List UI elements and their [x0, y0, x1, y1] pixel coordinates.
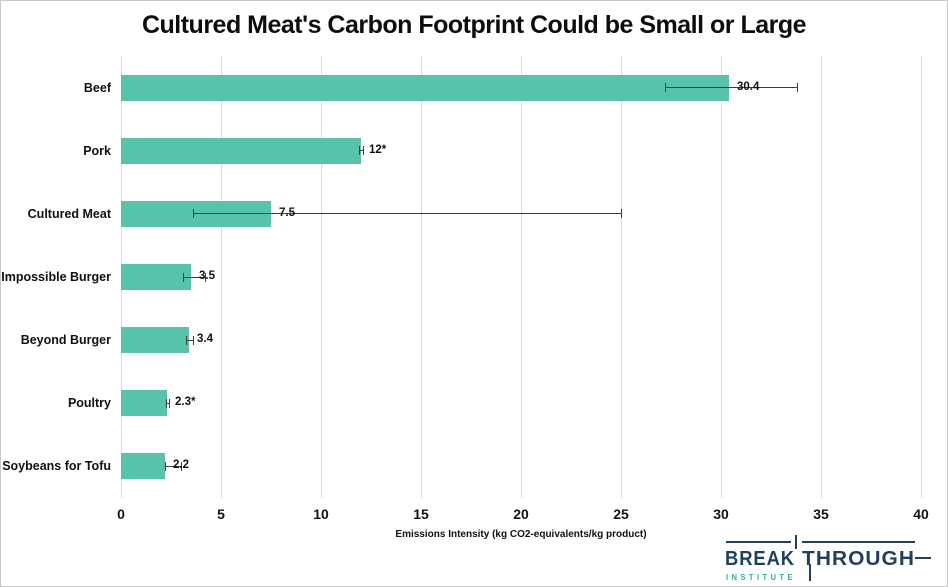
chart-title: Cultured Meat's Carbon Footprint Could b… [141, 11, 807, 39]
error-cap-low-impossible-burger [183, 272, 184, 282]
error-bar-impossible-burger [183, 276, 205, 278]
gridline-x-35 [821, 56, 822, 498]
value-label-soybeans-for-tofu: 2.2 [173, 459, 189, 472]
error-cap-low-soybeans-for-tofu [165, 461, 166, 471]
category-label-soybeans-for-tofu: Soybeans for Tofu [2, 459, 111, 474]
value-label-pork: 12* [369, 143, 387, 156]
plot-area: Beef 30.4 Pork 12* Cultured Meat 7.5 Impossibl… [1, 56, 922, 498]
error-bar-soybeans-for-tofu [165, 465, 181, 467]
error-cap-low-cultured-meat [193, 209, 194, 219]
error-cap-high-beyond-burger [193, 335, 194, 345]
error-cap-low-poultry [166, 398, 167, 408]
x-tick-label-40: 40 [913, 506, 929, 522]
x-tick-label-5: 5 [217, 506, 225, 522]
category-label-poultry: Poultry [67, 396, 111, 411]
error-bar-beef [665, 87, 797, 89]
error-cap-high-poultry [169, 398, 170, 408]
x-tick-label-15: 15 [413, 506, 429, 522]
category-label-cultured-meat: Cultured Meat [27, 206, 111, 221]
bar-impossible-burger [121, 264, 191, 290]
error-cap-high-cultured-meat [621, 209, 622, 219]
x-tick-label-35: 35 [813, 506, 829, 522]
logo-wordmark-break: BREAK [725, 548, 795, 570]
category-label-impossible-burger: Impossible Burger [1, 270, 111, 284]
value-label-beef: 30.4 [737, 80, 760, 93]
bar-soybeans-for-tofu [121, 453, 165, 480]
gridline-x-40 [921, 56, 922, 498]
bar-poultry [121, 390, 167, 417]
error-cap-high-beef [797, 83, 798, 93]
logo-subtext-institute: INSTITUTE [726, 572, 796, 582]
error-bar-cultured-meat [193, 213, 621, 215]
value-label-poultry: 2.3* [175, 396, 196, 409]
value-label-cultured-meat: 7.5 [279, 206, 295, 219]
error-cap-high-impossible-burger [205, 272, 206, 282]
error-bar-pork [359, 150, 363, 152]
category-label-beef: Beef [83, 80, 111, 95]
gridline-x-10 [321, 56, 322, 498]
error-cap-low-beef [665, 83, 666, 93]
category-label-beyond-burger: Beyond Burger [20, 333, 111, 348]
x-tick-label-25: 25 [613, 506, 629, 522]
category-label-pork: Pork [83, 143, 111, 158]
error-bar-poultry [166, 402, 169, 404]
bar-beyond-burger [121, 327, 189, 354]
x-axis-label: Emissions Intensity (kg CO2-equivalents/… [395, 529, 647, 540]
gridline-x-20 [521, 56, 522, 498]
x-tick-label-30: 30 [713, 506, 729, 522]
error-cap-low-pork [359, 146, 360, 156]
bar-pork [121, 137, 361, 164]
gridline-x-25 [621, 56, 622, 498]
error-cap-high-soybeans-for-tofu [181, 461, 182, 471]
breakthrough-institute-logo: BREAK THROUGH INSTITUTE [725, 535, 931, 582]
x-tick-label-20: 20 [513, 506, 529, 522]
error-cap-high-pork [363, 146, 364, 156]
gridline-x-15 [421, 56, 422, 498]
logo-wordmark-through: THROUGH [802, 548, 915, 570]
x-tick-label-0: 0 [117, 506, 125, 522]
x-tick-label-10: 10 [313, 506, 329, 522]
gridline-x-5 [221, 56, 222, 498]
value-label-impossible-burger: 3.5 [199, 270, 215, 282]
error-cap-low-beyond-burger [186, 335, 187, 345]
gridline-x-30 [721, 56, 722, 498]
value-label-beyond-burger: 3.4 [197, 333, 213, 346]
bar-beef [121, 74, 729, 101]
error-bar-beyond-burger [186, 339, 193, 341]
